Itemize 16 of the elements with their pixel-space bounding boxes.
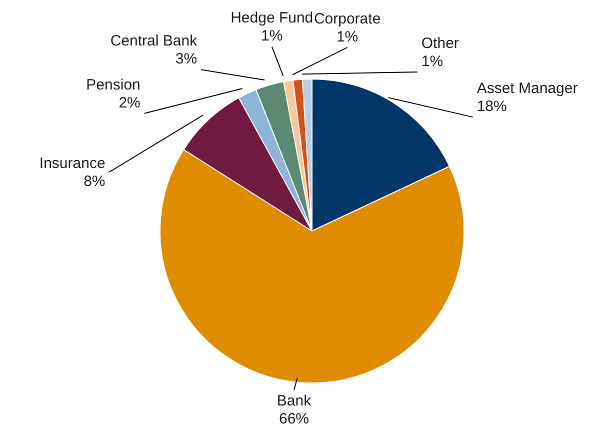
slice-label: Bank	[276, 392, 312, 410]
slice-label: Hedge Fund	[230, 10, 314, 27]
slice-label: Corporate	[314, 10, 381, 28]
data-label: 66%	[278, 410, 310, 428]
slice-label: Pension	[86, 76, 140, 94]
data-label: 8%	[84, 173, 106, 190]
data-label: 1%	[421, 53, 444, 70]
data-label: 1%	[336, 28, 358, 46]
slice-label: Other	[421, 35, 459, 52]
slice-label: Central Bank	[110, 32, 198, 50]
slice-label: Asset Manager	[476, 80, 578, 98]
data-label: 2%	[118, 94, 140, 112]
data-label: 3%	[175, 50, 198, 68]
slice-label: Insurance	[39, 155, 106, 172]
data-label: 18%	[476, 98, 507, 116]
data-label: 1%	[261, 28, 283, 45]
